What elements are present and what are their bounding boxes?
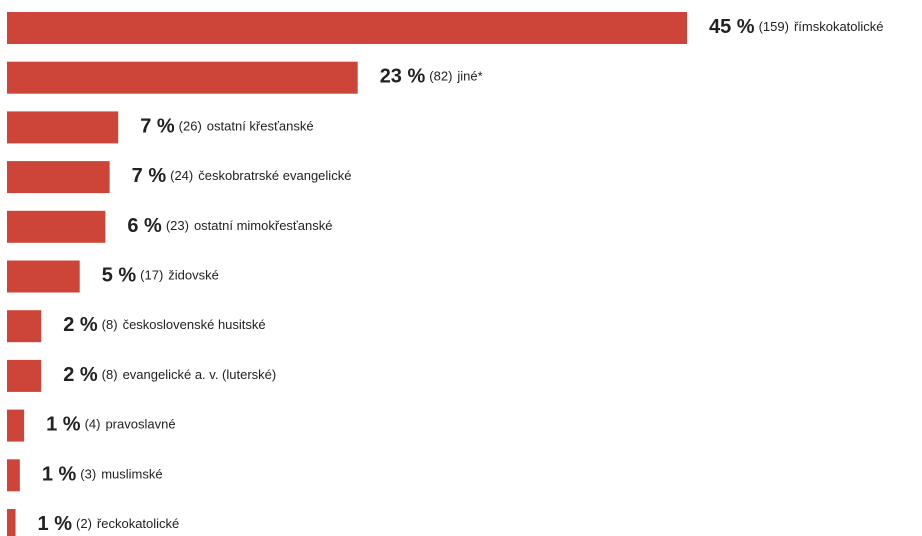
percent-label: 5 % bbox=[102, 265, 137, 287]
bar bbox=[7, 61, 358, 94]
count-label: (159) bbox=[759, 19, 789, 34]
bar bbox=[7, 459, 20, 492]
percent-label: 2 % bbox=[63, 364, 98, 386]
bar bbox=[7, 409, 25, 442]
percent-label: 23 % bbox=[380, 66, 426, 88]
bar-label: 7 % (24) českobratrské evangelické bbox=[132, 165, 352, 187]
count-label: (4) bbox=[85, 417, 101, 432]
bar-label: 2 % (8) evangelické a. v. (luterské) bbox=[63, 364, 276, 386]
count-label: (23) bbox=[166, 218, 189, 233]
count-label: (2) bbox=[76, 516, 92, 531]
percent-label: 1 % bbox=[46, 414, 81, 436]
category-label: římskokatolické bbox=[794, 19, 884, 34]
bar-label: 1 % (3) muslimské bbox=[42, 464, 163, 486]
category-label: jiné* bbox=[456, 69, 482, 84]
count-label: (8) bbox=[102, 367, 118, 382]
bar bbox=[7, 161, 110, 194]
percent-label: 6 % bbox=[127, 215, 162, 237]
category-label: československé husitské bbox=[123, 318, 266, 333]
bar bbox=[7, 260, 80, 293]
bar bbox=[7, 210, 106, 243]
percent-label: 45 % bbox=[709, 16, 755, 38]
bar-label: 7 % (26) ostatní křesťanské bbox=[140, 116, 313, 138]
count-label: (24) bbox=[170, 169, 193, 184]
count-label: (3) bbox=[80, 467, 96, 482]
category-label: evangelické a. v. (luterské) bbox=[123, 367, 277, 382]
bar bbox=[7, 359, 42, 392]
percent-label: 1 % bbox=[42, 464, 77, 486]
category-label: ostatní křesťanské bbox=[207, 119, 314, 134]
percent-label: 7 % bbox=[140, 116, 175, 138]
category-label: židovské bbox=[168, 268, 219, 283]
category-label: řeckokatolické bbox=[97, 516, 179, 531]
bar-label: 5 % (17) židovské bbox=[102, 265, 219, 287]
category-label: českobratrské evangelické bbox=[198, 169, 351, 184]
bar bbox=[7, 509, 16, 536]
bar-label: 45 % (159) římskokatolické bbox=[709, 16, 884, 38]
percent-label: 2 % bbox=[63, 314, 98, 336]
bar bbox=[7, 111, 119, 144]
bar-label: 1 % (4) pravoslavné bbox=[46, 414, 175, 436]
category-label: muslimské bbox=[101, 467, 162, 482]
count-label: (82) bbox=[429, 69, 452, 84]
count-label: (26) bbox=[179, 119, 202, 134]
bar-label: 1 % (2) řeckokatolické bbox=[38, 513, 180, 535]
percent-label: 1 % bbox=[38, 513, 73, 535]
bar bbox=[7, 310, 42, 343]
bar bbox=[7, 12, 687, 44]
category-label: ostatní mimokřesťanské bbox=[194, 218, 333, 233]
count-label: (17) bbox=[140, 268, 163, 283]
count-label: (8) bbox=[102, 318, 118, 333]
bar-label: 6 % (23) ostatní mimokřesťanské bbox=[127, 215, 332, 237]
percent-label: 7 % bbox=[132, 165, 167, 187]
bar-label: 2 % (8) československé husitské bbox=[63, 314, 265, 336]
category-label: pravoslavné bbox=[105, 417, 175, 432]
bar-label: 23 % (82) jiné* bbox=[380, 66, 483, 88]
